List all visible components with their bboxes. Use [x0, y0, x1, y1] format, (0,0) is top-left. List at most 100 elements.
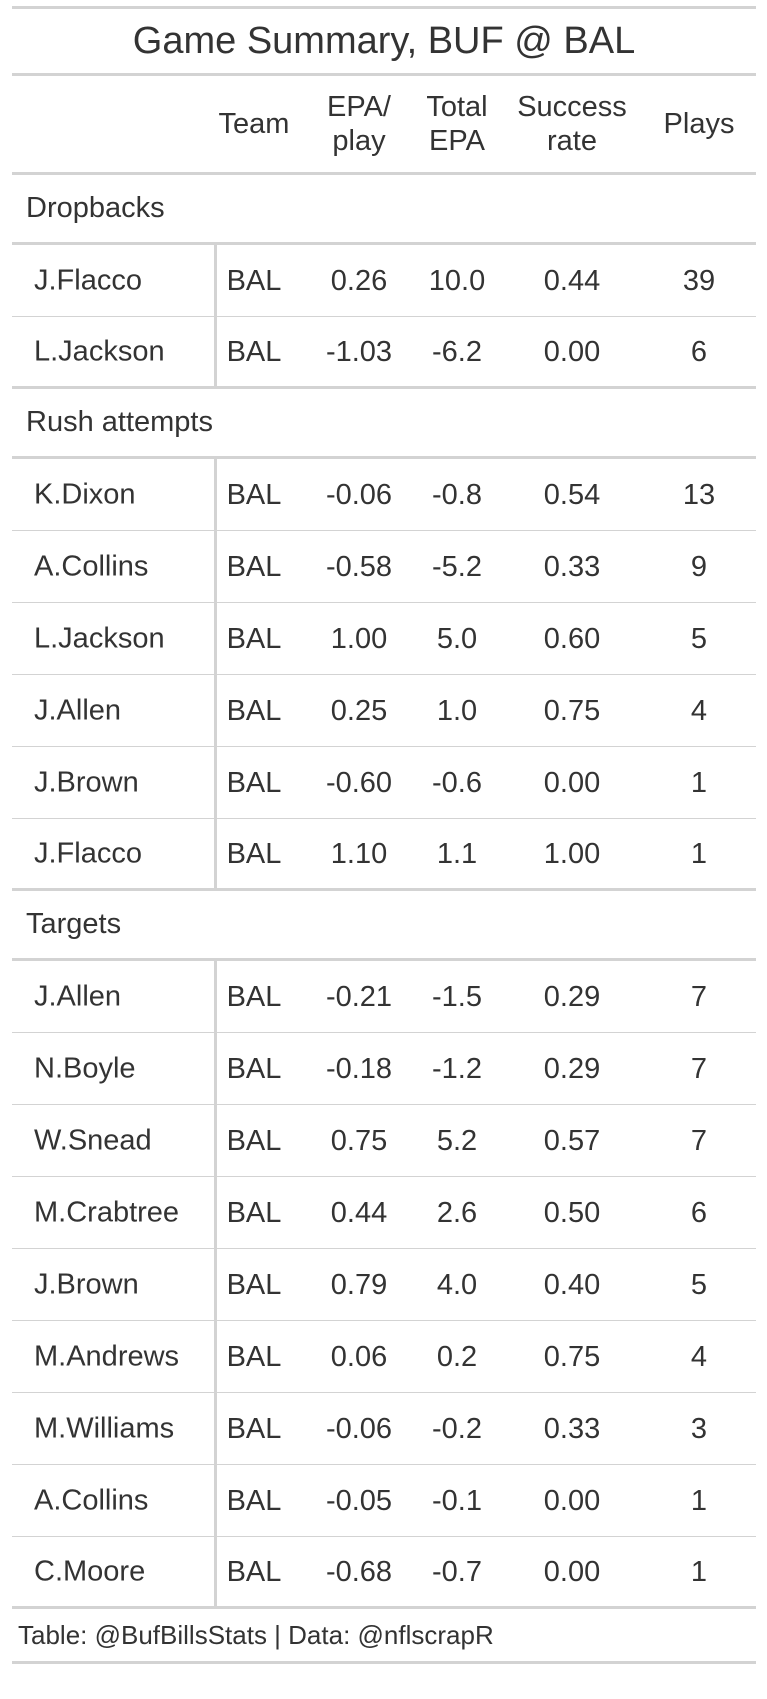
team-cell: BAL [226, 1052, 282, 1085]
column-header-total-epa: Total EPA [426, 91, 488, 157]
row-label-divider [214, 1033, 217, 1104]
success-rate-cell: 0.00 [543, 335, 601, 368]
success-rate-cell: 0.29 [543, 1052, 601, 1085]
plays-cell: 4 [690, 1340, 708, 1373]
player-name: A.Collins [34, 1484, 149, 1516]
player-name: J.Brown [34, 766, 139, 798]
table-title: Game Summary, BUF @ BAL [132, 19, 636, 62]
row-label-divider [214, 1321, 217, 1392]
top-rule [12, 6, 756, 9]
total-epa-cell: -0.8 [432, 478, 482, 511]
table-row: J.Brown BAL 0.79 4.0 0.40 5 [12, 1249, 756, 1321]
success-rate-cell: 0.29 [543, 980, 601, 1013]
player-name: K.Dixon [34, 478, 136, 510]
team-cell: BAL [226, 1268, 282, 1301]
title-rule [12, 73, 756, 76]
total-epa-cell: 4.0 [436, 1268, 478, 1301]
total-epa-cell: -0.6 [432, 766, 482, 799]
player-name: M.Andrews [34, 1340, 180, 1372]
table-row: M.Williams BAL -0.06 -0.2 0.33 3 [12, 1393, 756, 1465]
total-epa-cell: -1.5 [432, 980, 482, 1013]
table-row: J.Allen BAL -0.21 -1.5 0.29 7 [12, 961, 756, 1033]
summary-table: Game Summary, BUF @ BAL Team EPA/ play T… [12, 6, 756, 1664]
success-rate-cell: 0.57 [543, 1124, 601, 1157]
team-cell: BAL [226, 766, 282, 799]
column-header-success-rate: Success rate [517, 91, 627, 157]
column-header-team: Team [218, 108, 290, 140]
team-cell: BAL [226, 694, 282, 727]
epa-per-play-cell: -0.68 [325, 1555, 393, 1588]
plays-cell: 1 [690, 766, 708, 799]
plays-cell: 1 [690, 1484, 708, 1517]
row-label-divider [214, 1393, 217, 1464]
epa-per-play-cell: 1.10 [330, 837, 388, 870]
table-row: J.Brown BAL -0.60 -0.6 0.00 1 [12, 747, 756, 819]
player-name: J.Brown [34, 1268, 139, 1300]
epa-per-play-cell: -0.06 [325, 478, 393, 511]
team-cell: BAL [226, 837, 282, 870]
success-rate-cell: 0.40 [543, 1268, 601, 1301]
player-name: J.Flacco [34, 837, 142, 869]
table-row: N.Boyle BAL -0.18 -1.2 0.29 7 [12, 1033, 756, 1105]
row-label-divider [214, 819, 217, 888]
epa-per-play-cell: 1.00 [330, 622, 388, 655]
table-body: Dropbacks J.Flacco BAL 0.26 10.0 0.44 39 L.Jack… [12, 175, 756, 1609]
row-label-divider [214, 1105, 217, 1176]
group-header: Dropbacks [12, 175, 756, 245]
success-rate-cell: 0.00 [543, 1555, 601, 1588]
table-row: A.Collins BAL -0.58 -5.2 0.33 9 [12, 531, 756, 603]
group-header: Rush attempts [12, 389, 756, 459]
player-name: A.Collins [34, 550, 149, 582]
team-cell: BAL [226, 1412, 282, 1445]
player-name: N.Boyle [34, 1052, 136, 1084]
player-name: M.Williams [34, 1412, 175, 1444]
player-name: C.Moore [34, 1555, 146, 1587]
table-row: J.Flacco BAL 1.10 1.1 1.00 1 [12, 819, 756, 891]
player-name: M.Crabtree [34, 1196, 180, 1228]
plays-cell: 7 [690, 1124, 708, 1157]
total-epa-cell: 10.0 [428, 264, 486, 297]
epa-per-play-cell: 0.25 [330, 694, 388, 727]
column-header-row: Team EPA/ play Total EPA Success rate Pl… [12, 76, 756, 172]
plays-cell: 5 [690, 622, 708, 655]
row-label-divider [214, 1537, 217, 1606]
success-rate-cell: 0.00 [543, 766, 601, 799]
plays-cell: 1 [690, 837, 708, 870]
plays-cell: 9 [690, 550, 708, 583]
table-row: J.Flacco BAL 0.26 10.0 0.44 39 [12, 245, 756, 317]
total-epa-cell: 1.0 [436, 694, 478, 727]
column-header-epa-play: EPA/ play [327, 91, 391, 157]
player-name: J.Allen [34, 980, 122, 1012]
table-row: M.Crabtree BAL 0.44 2.6 0.50 6 [12, 1177, 756, 1249]
row-label-divider [214, 747, 217, 818]
team-cell: BAL [226, 550, 282, 583]
player-name: J.Flacco [34, 264, 142, 296]
success-rate-cell: 0.33 [543, 1412, 601, 1445]
total-epa-cell: -6.2 [432, 335, 482, 368]
row-label-divider [214, 675, 217, 746]
table-row: J.Allen BAL 0.25 1.0 0.75 4 [12, 675, 756, 747]
total-epa-cell: 0.2 [436, 1340, 478, 1373]
player-name: L.Jackson [34, 335, 165, 367]
plays-cell: 13 [682, 478, 716, 511]
plays-cell: 39 [682, 264, 716, 297]
table-row: M.Andrews BAL 0.06 0.2 0.75 4 [12, 1321, 756, 1393]
total-epa-cell: 2.6 [436, 1196, 478, 1229]
row-label-divider [214, 603, 217, 674]
player-name: L.Jackson [34, 622, 165, 654]
epa-per-play-cell: -0.18 [325, 1052, 393, 1085]
row-label-divider [214, 531, 217, 602]
plays-cell: 7 [690, 980, 708, 1013]
row-label-divider [214, 1465, 217, 1536]
table-row: A.Collins BAL -0.05 -0.1 0.00 1 [12, 1465, 756, 1537]
player-name: J.Allen [34, 694, 122, 726]
team-cell: BAL [226, 264, 282, 297]
bottom-rule [12, 1661, 756, 1664]
epa-per-play-cell: 0.06 [330, 1340, 388, 1373]
player-name: W.Snead [34, 1124, 152, 1156]
team-cell: BAL [226, 980, 282, 1013]
table-row: L.Jackson BAL 1.00 5.0 0.60 5 [12, 603, 756, 675]
group-header: Targets [12, 891, 756, 961]
success-rate-cell: 0.33 [543, 550, 601, 583]
epa-per-play-cell: -0.05 [325, 1484, 393, 1517]
